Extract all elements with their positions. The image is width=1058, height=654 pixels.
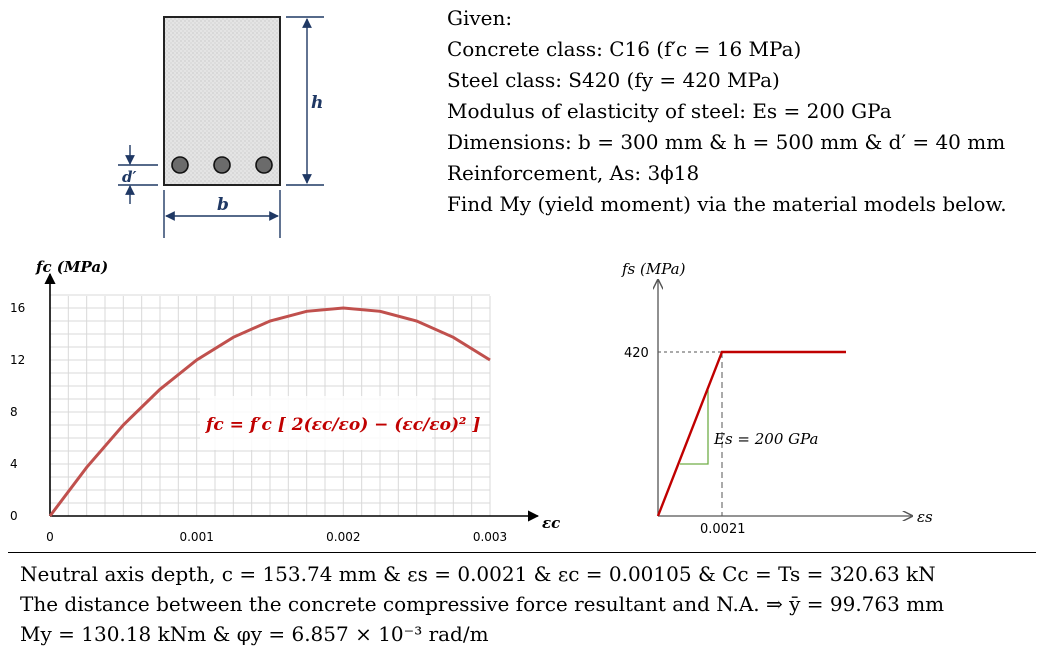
x-tick-label: 0 bbox=[46, 530, 54, 544]
width-dimension bbox=[163, 190, 281, 238]
x-tick-label: 0.001 bbox=[179, 530, 213, 544]
cross-section-diagram: h b d′ bbox=[118, 16, 324, 238]
y-tick-label: 4 bbox=[10, 457, 18, 471]
result-yield-moment: My = 130.18 kNm & φy = 6.857 × 10⁻³ rad/… bbox=[20, 622, 489, 646]
formula-box bbox=[200, 396, 432, 450]
concrete-parabola-curve bbox=[48, 306, 491, 517]
yield-stress-label: 420 bbox=[624, 346, 649, 361]
y-tick-label: 8 bbox=[10, 405, 18, 419]
given-reinforcement: Reinforcement, As: 3ϕ18 bbox=[447, 161, 700, 185]
y-tick-label: 12 bbox=[10, 353, 25, 367]
concrete-x-axis-label: εc bbox=[542, 514, 560, 532]
rebar bbox=[171, 156, 189, 174]
result-lever-arm: The distance between the concrete compre… bbox=[20, 592, 945, 616]
yield-strain-label: 0.0021 bbox=[700, 522, 746, 537]
rebar bbox=[255, 156, 273, 174]
given-modulus: Modulus of elasticity of steel: Es = 200… bbox=[447, 99, 892, 123]
width-label: b bbox=[217, 195, 229, 215]
y-tick-label: 16 bbox=[10, 301, 25, 315]
concrete-y-axis-label: fc (MPa) bbox=[35, 258, 108, 276]
steel-stress-strain-chart: fs (MPa) εs 420 0.0021 Es = 200 GPa bbox=[621, 260, 933, 537]
steel-y-axis-label: fs (MPa) bbox=[621, 260, 686, 278]
slope-triangle bbox=[680, 390, 709, 465]
steel-x-axis-label: εs bbox=[917, 508, 933, 526]
concrete-stress-strain-chart: 0 0.001 0.002 0.003 0 4 8 12 16 fc (MPa) εc fc =… bbox=[10, 258, 560, 544]
steel-bilinear-curve bbox=[656, 350, 846, 517]
y-tick-label: 0 bbox=[10, 509, 18, 523]
cover-label: d′ bbox=[122, 168, 136, 186]
given-concrete-class: Concrete class: C16 (f′c = 16 MPa) bbox=[447, 37, 802, 61]
rebar bbox=[213, 156, 231, 174]
height-label: h bbox=[311, 93, 323, 113]
x-tick-label: 0.003 bbox=[473, 530, 507, 544]
given-title: Given: bbox=[447, 6, 513, 30]
cover-dimension bbox=[118, 145, 158, 204]
height-dimension bbox=[286, 16, 324, 186]
given-steel-class: Steel class: S420 (fy = 420 MPa) bbox=[447, 68, 780, 92]
result-neutral-axis: Neutral axis depth, c = 153.74 mm & εs =… bbox=[20, 562, 936, 586]
rebar-group bbox=[171, 156, 273, 174]
given-task: Find My (yield moment) via the material … bbox=[447, 192, 1007, 216]
steel-modulus-label: Es = 200 GPa bbox=[713, 430, 819, 448]
results-divider bbox=[8, 552, 1036, 553]
given-dimensions: Dimensions: b = 300 mm & h = 500 mm & d′… bbox=[447, 130, 1006, 154]
concrete-formula: fc = f′c [ 2(εc/εo) − (εc/εo)² ] bbox=[205, 415, 480, 435]
x-tick-label: 0.002 bbox=[326, 530, 360, 544]
